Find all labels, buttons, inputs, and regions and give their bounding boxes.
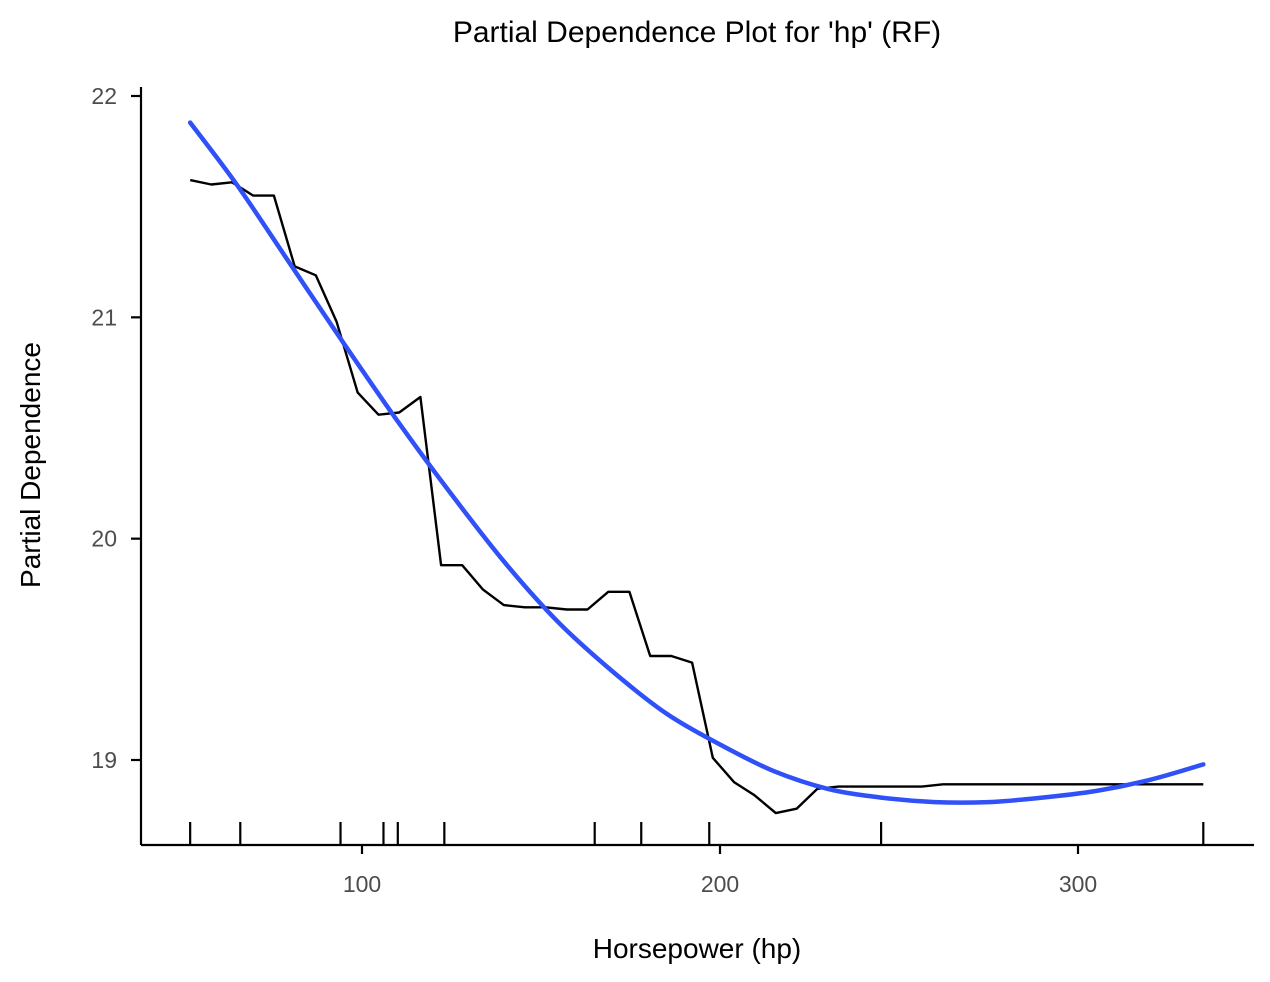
lines-layer [187, 120, 1206, 815]
y-tick-label-20: 20 [91, 526, 117, 552]
chart-title: Partial Dependence Plot for 'hp' (RF) [453, 16, 941, 49]
y-tick-label-21: 21 [91, 304, 117, 330]
x-tick-label-300: 300 [1059, 871, 1097, 897]
x-tick-label-200: 200 [701, 871, 739, 897]
partial-dependence-line [189, 178, 1204, 815]
x-axis-label: Horsepower (hp) [593, 933, 802, 964]
y-axis-label: Partial Dependence [15, 342, 46, 588]
y-tick-label-22: 22 [91, 83, 117, 109]
rug-layer [189, 822, 1205, 845]
x-tick-label-100: 100 [343, 871, 381, 897]
smooth-trend-line [187, 120, 1206, 805]
y-tick-label-19: 19 [91, 747, 117, 773]
ticks-layer: 100 200 300 19 20 21 22 [91, 83, 1097, 897]
